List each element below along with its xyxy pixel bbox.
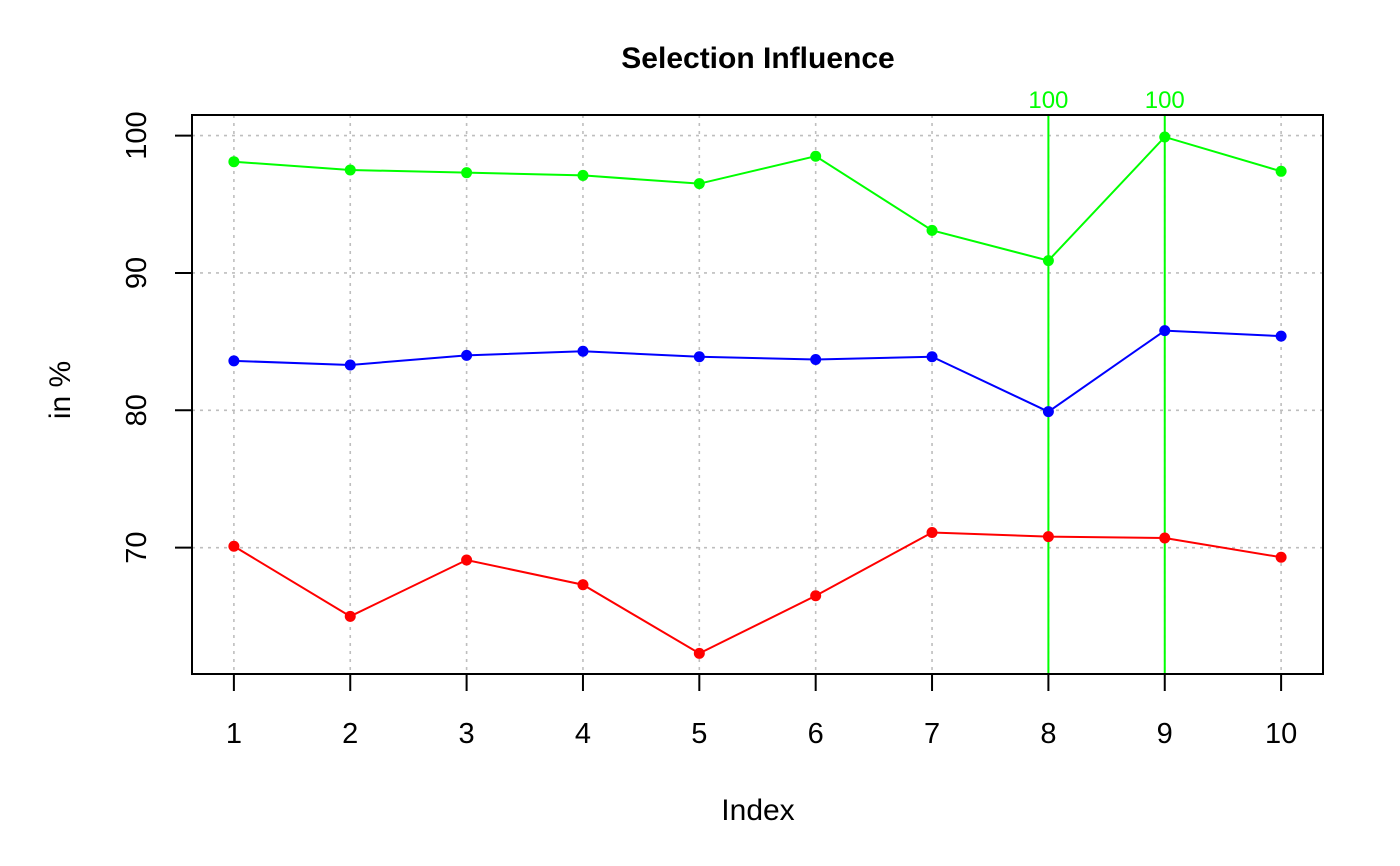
data-point [577, 345, 589, 357]
data-point [461, 167, 473, 179]
data-point [461, 554, 473, 566]
data-point [228, 355, 240, 367]
annotation-label: 100 [1028, 87, 1068, 114]
data-point [1159, 532, 1171, 544]
data-point [1159, 131, 1171, 143]
data-point [810, 353, 822, 365]
data-point [1159, 325, 1171, 337]
data-point [577, 579, 589, 591]
x-tick-label: 8 [1040, 718, 1056, 750]
y-axis: 70 80 90 100 [121, 111, 193, 564]
x-tick-label: 2 [342, 718, 358, 750]
x-tick-label: 6 [808, 718, 824, 750]
x-tick-label: 1 [226, 718, 242, 750]
data-point [693, 178, 705, 190]
y-tick-label: 80 [121, 394, 153, 426]
data-point [228, 156, 240, 168]
data-point [810, 590, 822, 602]
series-group [228, 131, 1287, 659]
data-point [1275, 330, 1287, 342]
series-line-2 [233, 531, 1282, 655]
data-point [228, 540, 240, 552]
x-tick-label: 4 [575, 718, 591, 750]
data-point [1275, 165, 1287, 177]
annotations: 100 100 [1028, 87, 1185, 674]
series-line-1 [233, 329, 1282, 413]
data-point [693, 351, 705, 363]
x-tick-label: 7 [924, 718, 940, 750]
data-point [344, 359, 356, 371]
data-point [461, 349, 473, 361]
grid [192, 115, 1323, 674]
y-tick-label: 70 [121, 532, 153, 564]
annotation-label: 100 [1145, 87, 1185, 114]
data-point [1042, 255, 1054, 267]
data-point [1042, 531, 1054, 543]
plot-frame [191, 114, 1324, 675]
x-tick-label: 10 [1265, 718, 1297, 750]
data-point [1275, 551, 1287, 563]
data-point [344, 610, 356, 622]
x-tick-label: 5 [691, 718, 707, 750]
x-tick-label: 3 [459, 718, 475, 750]
data-point [1042, 406, 1054, 418]
y-tick-label: 90 [121, 257, 153, 289]
x-axis: 1 2 3 4 5 6 7 8 9 10 [226, 673, 1297, 750]
data-point [926, 224, 938, 236]
series-line-0 [233, 135, 1282, 262]
data-point [344, 164, 356, 176]
y-tick-label: 100 [121, 111, 153, 159]
data-point [926, 351, 938, 363]
chart-title: Selection Influence [621, 42, 894, 75]
y-axis-label: in % [44, 361, 77, 419]
x-axis-label: Index [721, 794, 794, 827]
data-point [693, 647, 705, 659]
x-tick-label: 9 [1157, 718, 1173, 750]
data-point [810, 150, 822, 162]
data-point [926, 527, 938, 539]
data-point [577, 169, 589, 181]
